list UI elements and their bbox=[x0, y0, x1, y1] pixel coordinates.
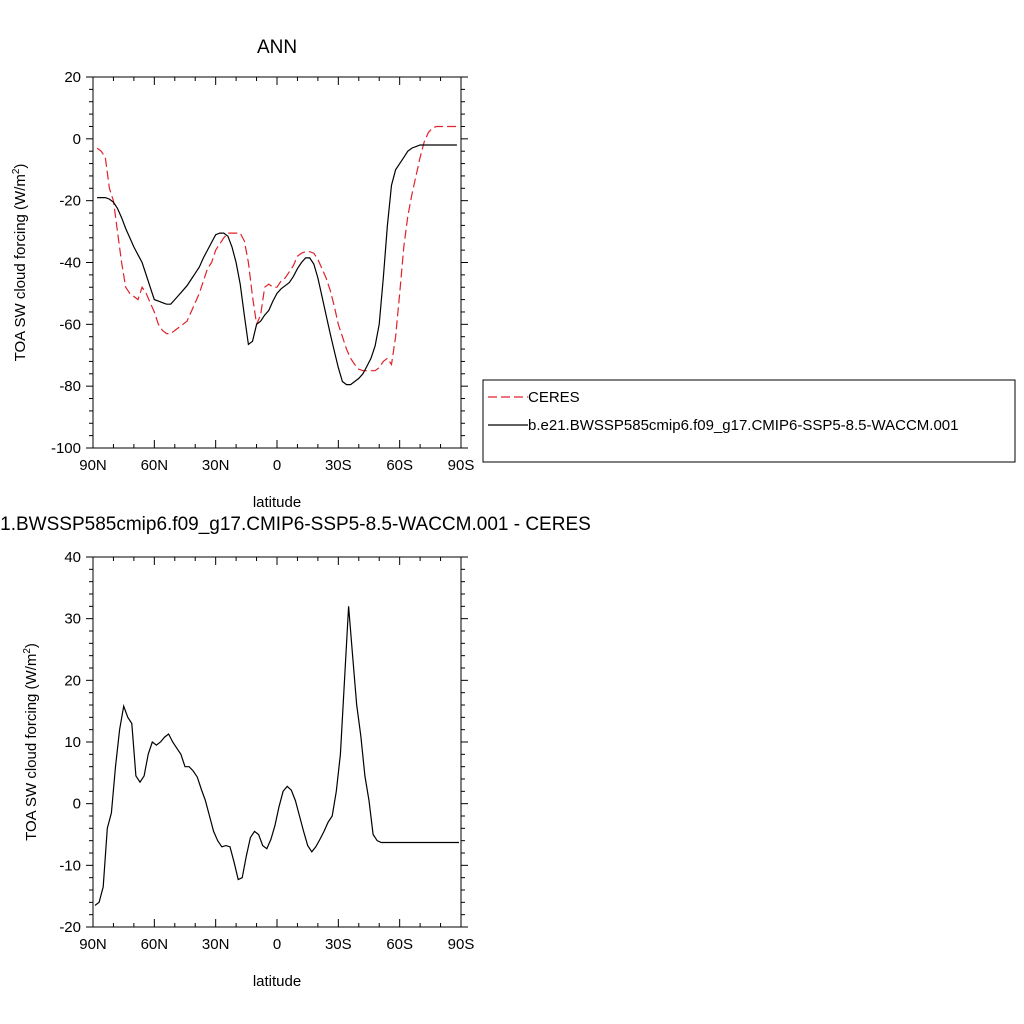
y-tick-label: 20 bbox=[64, 672, 81, 689]
x-tick-label: 90N bbox=[79, 936, 107, 953]
top-panel: ANN 90N 60N 30N 0 30S 60S 90S 20 0 -20 -40 -60 -80 -10… bbox=[11, 37, 1016, 511]
x-axis-ticks: 90N 60N 30N 0 30S 60S 90S bbox=[79, 557, 474, 953]
y-axis-label-superscript: 2 bbox=[22, 648, 33, 654]
series-line-ceres bbox=[96, 125, 457, 372]
y-tick-label: -20 bbox=[59, 919, 81, 936]
y-tick-label: 0 bbox=[73, 796, 81, 813]
x-tick-label: 60N bbox=[141, 936, 169, 953]
series-line-model bbox=[97, 144, 457, 386]
y-axis-ticks: 20 0 -20 -40 -60 -80 -100 bbox=[51, 69, 468, 457]
y-tick-label: 30 bbox=[64, 611, 81, 628]
chart-title: ANN bbox=[257, 37, 297, 58]
difference-line bbox=[94, 606, 459, 906]
x-tick-label: 0 bbox=[273, 936, 281, 953]
x-tick-label: 60S bbox=[386, 936, 413, 953]
legend-label: CERES bbox=[528, 389, 580, 406]
y-axis-label-main: TOA SW cloud forcing (W/m bbox=[23, 654, 40, 841]
y-tick-label: -60 bbox=[59, 316, 81, 333]
y-axis-label-close: ) bbox=[23, 643, 40, 648]
x-tick-label: 60S bbox=[386, 457, 413, 474]
legend-label: b.e21.BWSSP585cmip6.f09_g17.CMIP6-SSP5-8… bbox=[528, 417, 958, 434]
y-axis-label-main: TOA SW cloud forcing (W/m bbox=[12, 174, 29, 361]
y-tick-label: -40 bbox=[59, 255, 81, 272]
x-tick-label: 90N bbox=[79, 457, 107, 474]
legend-box bbox=[482, 379, 1016, 463]
y-axis-label: TOA SW cloud forcing (W/m2) bbox=[11, 164, 29, 362]
y-axis-label: TOA SW cloud forcing (W/m2) bbox=[22, 643, 40, 841]
y-axis-label-close: ) bbox=[12, 164, 29, 169]
plot-frame bbox=[92, 76, 462, 449]
y-tick-label: 40 bbox=[64, 549, 81, 566]
y-axis-label-superscript: 2 bbox=[11, 168, 22, 174]
x-tick-label: 0 bbox=[273, 457, 281, 474]
x-tick-label: 90S bbox=[448, 936, 475, 953]
y-tick-label: -100 bbox=[51, 440, 81, 457]
x-tick-label: 30S bbox=[325, 936, 352, 953]
x-tick-label: 30N bbox=[202, 936, 230, 953]
x-tick-label: 60N bbox=[141, 457, 169, 474]
bottom-panel: b.e21.BWSSP585cmip6.f09_g17.CMIP6-SSP5-8… bbox=[0, 514, 591, 990]
x-tick-label: 90S bbox=[448, 457, 475, 474]
y-tick-label: -20 bbox=[59, 193, 81, 210]
y-tick-label: 0 bbox=[73, 131, 81, 148]
x-tick-label: 30S bbox=[325, 457, 352, 474]
x-axis-label: latitude bbox=[253, 494, 301, 511]
chart-title: b.e21.BWSSP585cmip6.f09_g17.CMIP6-SSP5-8… bbox=[0, 514, 591, 535]
y-tick-label: -80 bbox=[59, 378, 81, 395]
y-tick-label: -10 bbox=[59, 857, 81, 874]
x-axis-label: latitude bbox=[253, 973, 301, 990]
y-tick-label: 20 bbox=[64, 69, 81, 86]
y-axis-ticks: 40 30 20 10 0 -10 -20 bbox=[59, 549, 468, 936]
y-tick-label: 10 bbox=[64, 734, 81, 751]
x-tick-label: 30N bbox=[202, 457, 230, 474]
x-axis-ticks: 90N 60N 30N 0 30S 60S 90S bbox=[79, 77, 474, 474]
plot-frame bbox=[92, 556, 462, 928]
legend: CERES b.e21.BWSSP585cmip6.f09_g17.CMIP6-S… bbox=[482, 379, 1016, 463]
